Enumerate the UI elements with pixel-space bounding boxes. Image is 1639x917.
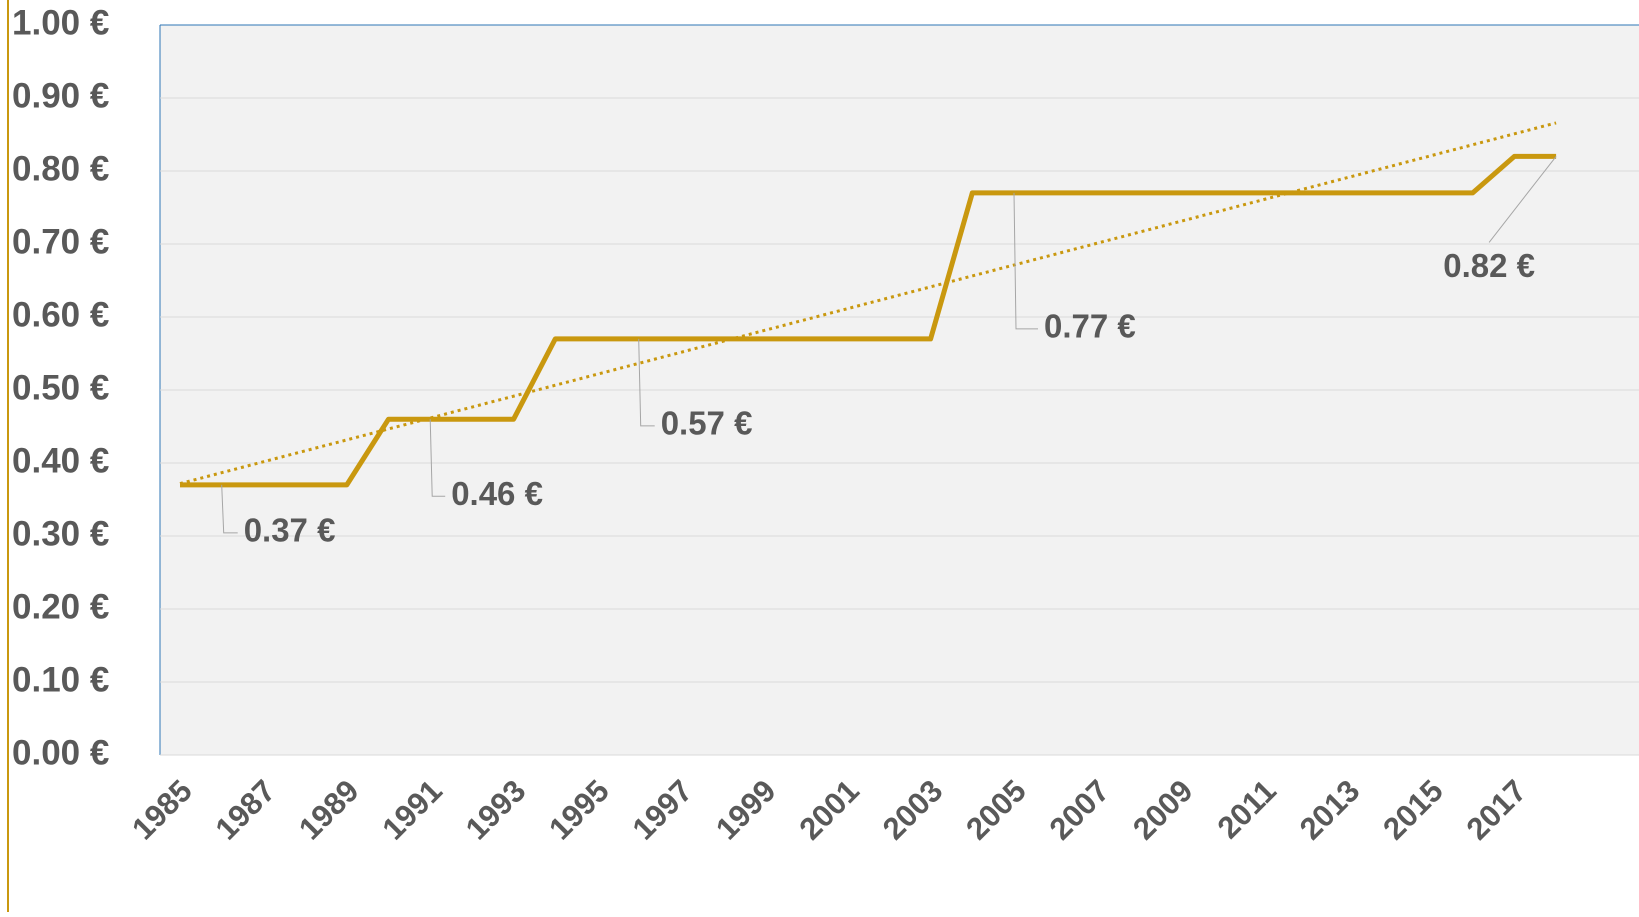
data-label: 0.46 € bbox=[451, 475, 543, 512]
x-tick-label: 2001 bbox=[792, 773, 866, 847]
x-tick-label: 1991 bbox=[375, 773, 449, 847]
data-line bbox=[180, 153, 1557, 488]
x-tick-label: 1999 bbox=[709, 773, 783, 847]
x-tick-label: 1985 bbox=[125, 773, 199, 847]
data-label: 0.57 € bbox=[661, 405, 753, 442]
x-tick-label: 2009 bbox=[1126, 773, 1200, 847]
x-tick-label: 2017 bbox=[1460, 773, 1534, 847]
leader-line bbox=[429, 419, 446, 497]
trendline bbox=[179, 121, 1557, 486]
x-tick-label: 2015 bbox=[1376, 773, 1450, 847]
data-label: 0.77 € bbox=[1044, 308, 1136, 345]
y-tick-label: 0.00 € bbox=[12, 733, 109, 772]
leader-line bbox=[638, 338, 655, 427]
leader-line bbox=[1013, 192, 1038, 330]
leader-line bbox=[1488, 156, 1557, 243]
data-label: 0.82 € bbox=[1443, 247, 1535, 284]
y-tick-label: 0.20 € bbox=[12, 587, 109, 626]
data-label: 0.37 € bbox=[244, 512, 336, 549]
leader-line bbox=[221, 484, 238, 534]
y-tick-label: 0.40 € bbox=[12, 441, 109, 480]
y-tick-label: 0.60 € bbox=[12, 295, 109, 334]
x-tick-label: 1987 bbox=[209, 773, 283, 847]
x-tick-label: 2003 bbox=[876, 773, 950, 847]
x-tick-label: 2007 bbox=[1043, 773, 1117, 847]
x-tick-label: 2013 bbox=[1293, 773, 1367, 847]
x-tick-label: 1989 bbox=[292, 773, 366, 847]
y-tick-label: 0.10 € bbox=[12, 660, 109, 699]
y-tick-label: 0.80 € bbox=[12, 149, 109, 188]
x-tick-label: 2011 bbox=[1211, 773, 1283, 845]
x-tick-label: 1995 bbox=[542, 773, 616, 847]
y-tick-label: 0.50 € bbox=[12, 368, 109, 407]
x-tick-label: 2005 bbox=[959, 773, 1033, 847]
y-tick-label: 0.30 € bbox=[12, 514, 109, 553]
x-tick-label: 1997 bbox=[626, 773, 700, 847]
y-tick-label: 1.00 € bbox=[12, 3, 109, 42]
x-tick-label: 1993 bbox=[459, 773, 533, 847]
y-tick-label: 0.70 € bbox=[12, 222, 109, 261]
y-tick-label: 0.90 € bbox=[12, 76, 109, 115]
